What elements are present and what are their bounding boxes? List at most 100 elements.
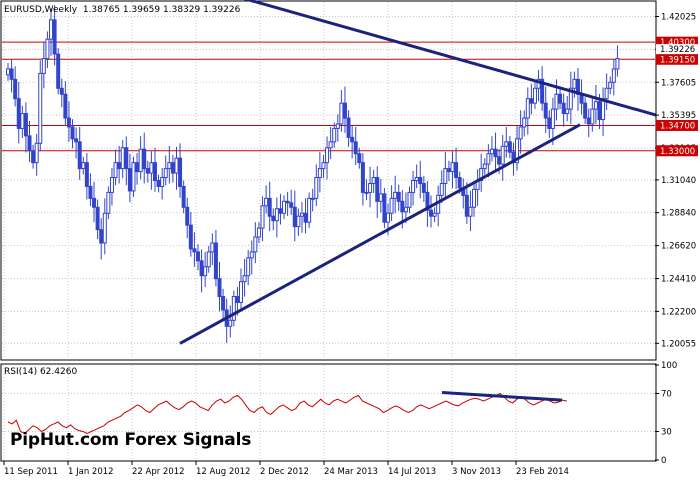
candle [411, 170, 416, 206]
candle [9, 59, 14, 93]
candle-body [99, 229, 104, 244]
candle [550, 97, 555, 146]
candle [342, 86, 347, 133]
candle-body [289, 202, 294, 208]
candle-body [593, 101, 598, 110]
candle-body [554, 93, 559, 110]
candle [188, 212, 193, 257]
candle [425, 181, 430, 227]
candle [77, 126, 82, 180]
candle-body [213, 242, 218, 280]
candle [181, 180, 186, 214]
candle-body [38, 72, 43, 144]
level-label: 1.40300 [660, 38, 695, 48]
candle [335, 114, 340, 142]
candle-body [192, 248, 197, 253]
rsi-grid [2, 365, 655, 460]
candle [34, 133, 39, 176]
candle-body [353, 141, 358, 155]
candle-body [493, 148, 498, 158]
candle-body [411, 180, 416, 193]
candle [242, 259, 247, 297]
candle [479, 153, 484, 192]
candle [446, 160, 451, 182]
candle [439, 170, 444, 204]
candle-body [597, 101, 602, 121]
candle-body [346, 117, 351, 138]
y-tick-label: 1.22200 [661, 307, 696, 317]
candle [396, 184, 401, 211]
candle [253, 222, 258, 264]
trendlines [179, 0, 657, 345]
candle [163, 155, 168, 186]
candle [307, 192, 312, 229]
candle [375, 166, 380, 218]
candle-body [364, 191, 369, 194]
candle-body [278, 208, 283, 214]
candle [145, 160, 150, 183]
candle-body [210, 242, 215, 253]
candle-body [152, 162, 157, 181]
candle [264, 185, 269, 214]
candle [228, 305, 233, 338]
candle [278, 193, 283, 225]
candle [450, 151, 455, 189]
candle-body [149, 162, 154, 174]
candle-body [181, 185, 186, 208]
candle [558, 88, 563, 110]
candle-body [307, 197, 312, 223]
candle-body [106, 191, 111, 214]
candle-body [156, 180, 161, 187]
candle-body [13, 78, 18, 100]
candle-body [127, 168, 132, 192]
candle [525, 87, 530, 135]
candle [174, 146, 179, 190]
rsi-header: RSI(14) 62.4260 [4, 367, 78, 377]
candle [199, 249, 204, 293]
candle-body [92, 197, 97, 208]
candle-body [472, 188, 477, 208]
candle [593, 85, 598, 124]
candle [382, 187, 387, 229]
candle [393, 175, 398, 214]
candle [102, 198, 107, 255]
candle [31, 144, 36, 169]
candle [27, 121, 32, 163]
candle-body [59, 87, 64, 95]
candle-body [497, 156, 502, 165]
candle [160, 168, 165, 200]
candle [221, 288, 226, 320]
candle [504, 126, 509, 158]
candle [66, 101, 71, 142]
candle-body [572, 78, 577, 89]
candle [489, 136, 494, 162]
candle-body [34, 142, 39, 164]
candle-body [486, 153, 491, 165]
candle [84, 153, 89, 200]
rsi-line [7, 392, 567, 434]
candle-body [407, 191, 412, 208]
candle [317, 151, 322, 193]
main-plot-frame [0, 0, 657, 361]
candle [231, 290, 236, 327]
y-tick-label: 1.28840 [661, 209, 696, 219]
candle-body [170, 162, 175, 174]
candle [282, 195, 287, 220]
candle-body [160, 177, 165, 187]
candle-body [350, 136, 355, 143]
candle-body [221, 296, 226, 311]
rsi-tick-label: 100 [661, 361, 677, 371]
candle [113, 149, 118, 186]
candle-body [321, 162, 326, 170]
candle-body [518, 126, 523, 140]
candle-body [131, 162, 136, 192]
candle-body [414, 177, 419, 181]
candle [454, 147, 459, 189]
candle-body [296, 215, 301, 228]
candle-body [142, 148, 147, 170]
candle-body [113, 162, 118, 179]
candle [120, 140, 125, 179]
candle [468, 190, 473, 232]
candle-body [400, 200, 405, 213]
